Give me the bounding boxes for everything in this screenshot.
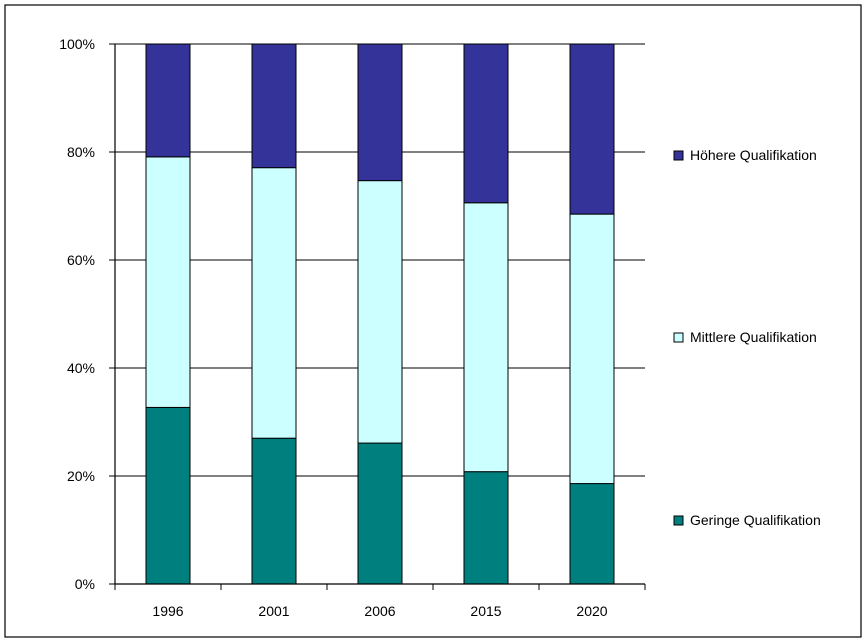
- bar-segment-mittlere-2015: [463, 202, 509, 473]
- bar-segment-mittlere-2020: [569, 213, 615, 485]
- y-tick-label: 20%: [67, 468, 95, 484]
- x-tick-labels: 1996 2001 2006 2015 2020: [152, 603, 607, 619]
- bar-segment-geringe-2015: [463, 471, 509, 585]
- x-tick-label: 2001: [258, 603, 289, 619]
- bar-segment-geringe-1996: [145, 406, 191, 585]
- bar-segment-hoehere-2015: [463, 43, 509, 204]
- y-tick-label: 100%: [59, 36, 95, 52]
- y-tick-labels: 0% 20% 40% 60% 80% 100%: [59, 36, 95, 592]
- bar-segment-hoehere-2006: [357, 43, 403, 182]
- bar-segment-hoehere-1996: [145, 43, 191, 158]
- bar-segment-geringe-2006: [357, 442, 403, 585]
- axes: [109, 43, 646, 590]
- bars: [145, 43, 615, 585]
- legend: Höhere Qualifikation Mittlere Qualifikati…: [673, 147, 821, 528]
- bar-segment-hoehere-2020: [569, 43, 615, 215]
- legend-label: Höhere Qualifikation: [690, 147, 817, 163]
- y-tick-label: 80%: [67, 144, 95, 160]
- legend-swatch: [673, 150, 684, 161]
- y-tick-label: 60%: [67, 252, 95, 268]
- bar-segment-mittlere-2001: [251, 167, 297, 439]
- bar-segment-geringe-2020: [569, 483, 615, 585]
- chart-border: [4, 4, 862, 638]
- x-tick-label: 2006: [364, 603, 395, 619]
- bar-segment-hoehere-2001: [251, 43, 297, 169]
- bar-segment-mittlere-1996: [145, 156, 191, 408]
- legend-label: Mittlere Qualifikation: [690, 329, 817, 345]
- legend-swatch: [673, 515, 684, 526]
- y-tick-label: 40%: [67, 360, 95, 376]
- bar-segment-mittlere-2006: [357, 180, 403, 444]
- x-tick-label: 1996: [152, 603, 183, 619]
- x-tick-label: 2020: [576, 603, 607, 619]
- legend-swatch: [673, 332, 684, 343]
- x-tick-label: 2015: [470, 603, 501, 619]
- bar-segment-geringe-2001: [251, 437, 297, 585]
- y-tick-label: 0%: [75, 576, 95, 592]
- legend-label: Geringe Qualifikation: [690, 512, 821, 528]
